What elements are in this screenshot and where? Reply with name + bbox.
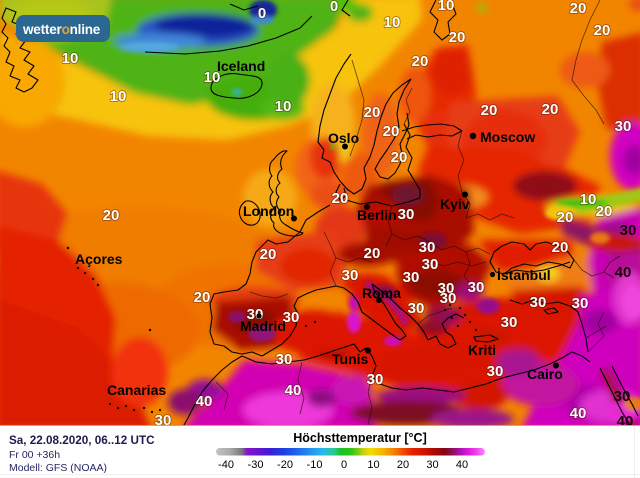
svg-text:10: 10 — [110, 88, 127, 105]
svg-text:-10: -10 — [307, 459, 323, 471]
svg-text:40: 40 — [196, 393, 213, 410]
svg-text:20: 20 — [383, 123, 400, 140]
svg-text:10: 10 — [580, 191, 597, 208]
svg-text:Roma: Roma — [362, 285, 401, 301]
svg-text:-20: -20 — [277, 459, 293, 471]
svg-text:30: 30 — [530, 294, 547, 311]
svg-text:20: 20 — [103, 207, 120, 224]
svg-text:30: 30 — [419, 239, 436, 256]
svg-text:20: 20 — [391, 149, 408, 166]
svg-text:10: 10 — [62, 50, 79, 67]
svg-text:Oslo: Oslo — [328, 130, 359, 146]
svg-text:20: 20 — [260, 246, 277, 263]
svg-text:30: 30 — [487, 363, 504, 380]
svg-text:Sa, 22.08.2020, 06..12 UTC: Sa, 22.08.2020, 06..12 UTC — [9, 434, 155, 447]
svg-text:wetteronline: wetteronline — [22, 22, 101, 37]
svg-text:10: 10 — [367, 459, 379, 471]
svg-text:Höchsttemperatur [°C]: Höchsttemperatur [°C] — [293, 431, 426, 445]
svg-text:30: 30 — [155, 412, 172, 429]
svg-text:30: 30 — [501, 314, 518, 331]
svg-text:Canarias: Canarias — [107, 382, 166, 398]
svg-text:10: 10 — [275, 98, 292, 115]
svg-text:30: 30 — [572, 295, 589, 312]
svg-text:30: 30 — [276, 351, 293, 368]
svg-text:Tunis: Tunis — [332, 351, 369, 367]
svg-text:30: 30 — [403, 269, 420, 286]
svg-text:20: 20 — [194, 289, 211, 306]
svg-text:0: 0 — [341, 459, 347, 471]
svg-text:20: 20 — [412, 53, 429, 70]
svg-text:20: 20 — [552, 239, 569, 256]
svg-text:London: London — [243, 203, 294, 219]
svg-text:Iceland: Iceland — [217, 58, 265, 74]
svg-text:20: 20 — [557, 209, 574, 226]
svg-text:20: 20 — [332, 190, 349, 207]
svg-text:40: 40 — [615, 264, 632, 281]
svg-text:-40: -40 — [218, 459, 234, 471]
svg-text:20: 20 — [449, 29, 466, 46]
svg-text:İstanbul: İstanbul — [497, 267, 551, 283]
svg-text:30: 30 — [615, 118, 632, 135]
svg-text:30: 30 — [398, 206, 415, 223]
svg-text:30: 30 — [247, 306, 264, 323]
svg-text:Cairo: Cairo — [527, 366, 563, 382]
svg-text:10: 10 — [204, 69, 221, 86]
svg-text:30: 30 — [468, 279, 485, 296]
svg-text:0: 0 — [330, 0, 338, 15]
svg-text:40: 40 — [570, 405, 587, 422]
svg-text:20: 20 — [397, 459, 409, 471]
svg-text:20: 20 — [481, 102, 498, 119]
svg-text:Madrid: Madrid — [240, 318, 286, 334]
svg-text:-30: -30 — [248, 459, 264, 471]
svg-text:20: 20 — [594, 22, 611, 39]
svg-text:Açores: Açores — [75, 251, 123, 267]
svg-text:30: 30 — [620, 222, 637, 239]
svg-text:40: 40 — [285, 382, 302, 399]
svg-text:20: 20 — [596, 203, 613, 220]
svg-text:30: 30 — [408, 300, 425, 317]
svg-text:20: 20 — [364, 245, 381, 262]
svg-text:Kyiv: Kyiv — [440, 196, 470, 212]
svg-text:20: 20 — [542, 101, 559, 118]
svg-text:Kriti: Kriti — [468, 342, 496, 358]
svg-text:30: 30 — [440, 290, 457, 307]
svg-text:30: 30 — [438, 280, 455, 297]
svg-text:Berlin: Berlin — [357, 207, 397, 223]
svg-text:0: 0 — [258, 5, 266, 22]
svg-text:30: 30 — [367, 371, 384, 388]
svg-text:20: 20 — [570, 0, 587, 17]
svg-text:30: 30 — [422, 256, 439, 273]
svg-text:40: 40 — [456, 459, 468, 471]
svg-text:10: 10 — [438, 0, 455, 14]
svg-text:10: 10 — [384, 14, 401, 31]
svg-text:Moscow: Moscow — [480, 129, 535, 145]
svg-text:30: 30 — [614, 388, 631, 405]
svg-text:Fr 00 +36h: Fr 00 +36h — [9, 449, 60, 461]
svg-text:30: 30 — [283, 309, 300, 326]
svg-text:20: 20 — [364, 104, 381, 121]
svg-text:30: 30 — [426, 459, 438, 471]
svg-text:40: 40 — [617, 413, 634, 430]
svg-text:Modell: GFS (NOAA): Modell: GFS (NOAA) — [9, 462, 107, 474]
svg-text:30: 30 — [342, 267, 359, 284]
